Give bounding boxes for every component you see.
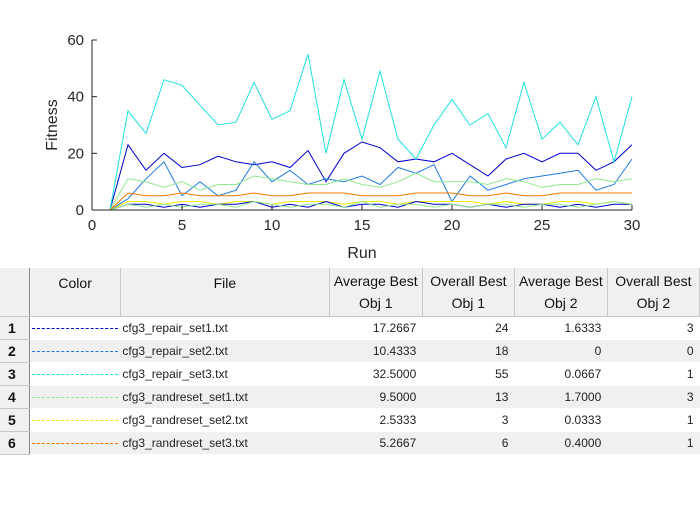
results-table-panel: Color File Average Best Obj 1 Overall Bes… bbox=[0, 268, 700, 525]
y-tick-label: 40 bbox=[67, 89, 84, 106]
avg-best-obj1-cell[interactable]: 5.2667 bbox=[329, 431, 423, 455]
table-row[interactable]: 3 cfg3_repair_set3.txt 32.5000 55 0.0667… bbox=[0, 362, 700, 386]
overall-best-obj1-cell[interactable]: 55 bbox=[422, 362, 515, 386]
line-color-swatch bbox=[32, 327, 119, 329]
overall-best-obj2-cell[interactable]: 0 bbox=[607, 339, 700, 363]
column-header-label: Average Best bbox=[518, 273, 603, 289]
avg-best-obj2-cell[interactable]: 0 bbox=[514, 339, 608, 363]
color-cell[interactable] bbox=[29, 339, 121, 363]
overall-best-obj1-cell[interactable]: 6 bbox=[422, 431, 515, 455]
overall-best-obj2-cell[interactable]: 3 bbox=[607, 316, 700, 340]
x-tick-label: 0 bbox=[88, 217, 96, 234]
line-color-swatch bbox=[32, 373, 119, 375]
overall-best-obj1-cell[interactable]: 18 bbox=[422, 339, 515, 363]
avg-best-obj2-cell[interactable]: 0.4000 bbox=[514, 431, 608, 455]
overall-best-obj2-cell[interactable]: 3 bbox=[607, 385, 700, 409]
column-header-label: Color bbox=[58, 275, 92, 291]
row-number[interactable]: 5 bbox=[0, 408, 31, 432]
y-tick-label: 20 bbox=[67, 145, 84, 162]
y-tick-label: 60 bbox=[67, 32, 84, 49]
file-cell[interactable]: cfg3_randreset_set3.txt bbox=[120, 431, 330, 455]
color-cell[interactable] bbox=[29, 316, 121, 340]
avg-best-obj2-cell[interactable]: 1.6333 bbox=[514, 316, 608, 340]
table-row[interactable]: 2 cfg3_repair_set2.txt 10.4333 18 0 0 bbox=[0, 339, 700, 363]
column-header-label: Obj 2 bbox=[544, 295, 578, 311]
column-header-label: Overall Best bbox=[615, 273, 692, 289]
series-line-6 bbox=[109, 192, 632, 211]
avg-best-obj2-cell[interactable]: 1.7000 bbox=[514, 385, 608, 409]
table-row[interactable]: 1 cfg3_repair_set1.txt 17.2667 24 1.6333… bbox=[0, 316, 700, 340]
file-cell[interactable]: cfg3_randreset_set1.txt bbox=[120, 385, 330, 409]
column-header-label: Average Best bbox=[333, 273, 418, 289]
file-cell[interactable]: cfg3_repair_set3.txt bbox=[120, 362, 330, 386]
series-line-8 bbox=[109, 200, 633, 211]
corner-cell bbox=[0, 268, 31, 317]
color-cell[interactable] bbox=[29, 408, 121, 432]
color-cell[interactable] bbox=[29, 385, 121, 409]
x-axis-label: Run bbox=[347, 245, 376, 262]
fitness-chart: 0 5 10 15 20 25 30 0 20 40 60 Run Fitness bbox=[44, 32, 640, 262]
line-color-swatch bbox=[32, 396, 119, 398]
series-line-3 bbox=[109, 54, 633, 211]
column-header-overall-best-obj1[interactable]: Overall Best Obj 1 bbox=[422, 268, 515, 317]
line-color-swatch bbox=[32, 350, 119, 352]
row-number[interactable]: 3 bbox=[0, 362, 31, 386]
avg-best-obj1-cell[interactable]: 17.2667 bbox=[329, 316, 423, 340]
row-number[interactable]: 2 bbox=[0, 339, 31, 363]
column-header-overall-best-obj2[interactable]: Overall Best Obj 2 bbox=[607, 268, 700, 317]
avg-best-obj1-cell[interactable]: 2.5333 bbox=[329, 408, 423, 432]
results-table: Color File Average Best Obj 1 Overall Bes… bbox=[0, 268, 700, 455]
x-tick-label: 20 bbox=[444, 217, 461, 234]
x-tick-label: 25 bbox=[534, 217, 551, 234]
column-header-avg-best-obj1[interactable]: Average Best Obj 1 bbox=[329, 268, 423, 317]
column-header-label: Obj 2 bbox=[636, 295, 671, 311]
row-number[interactable]: 6 bbox=[0, 431, 31, 455]
series-layer bbox=[109, 54, 633, 211]
table-row[interactable]: 4 cfg3_randreset_set1.txt 9.5000 13 1.70… bbox=[0, 385, 700, 409]
color-cell[interactable] bbox=[29, 431, 121, 455]
overall-best-obj2-cell[interactable]: 1 bbox=[607, 408, 700, 432]
table-header-row: Color File Average Best Obj 1 Overall Bes… bbox=[0, 268, 700, 317]
axes-layer: 0 5 10 15 20 25 30 0 20 40 60 bbox=[67, 32, 640, 234]
x-tick-label: 5 bbox=[178, 217, 186, 234]
line-color-swatch bbox=[32, 442, 119, 444]
column-header-label: Obj 1 bbox=[451, 295, 486, 311]
overall-best-obj1-cell[interactable]: 3 bbox=[422, 408, 515, 432]
x-tick-label: 30 bbox=[624, 217, 641, 234]
x-tick-label: 10 bbox=[264, 217, 281, 234]
avg-best-obj2-cell[interactable]: 0.0667 bbox=[514, 362, 608, 386]
series-line-1 bbox=[109, 141, 633, 211]
column-header-file[interactable]: File bbox=[120, 268, 330, 317]
y-tick-label: 0 bbox=[76, 202, 84, 219]
x-tick-label: 15 bbox=[354, 217, 371, 234]
column-header-label: Overall Best bbox=[430, 273, 507, 289]
file-cell[interactable]: cfg3_repair_set2.txt bbox=[120, 339, 330, 363]
avg-best-obj1-cell[interactable]: 9.5000 bbox=[329, 385, 423, 409]
row-number[interactable]: 1 bbox=[0, 316, 31, 340]
overall-best-obj2-cell[interactable]: 1 bbox=[607, 431, 700, 455]
column-header-label: Obj 1 bbox=[359, 295, 393, 311]
avg-best-obj1-cell[interactable]: 10.4333 bbox=[329, 339, 423, 363]
series-line-4 bbox=[109, 172, 633, 211]
file-cell[interactable]: cfg3_repair_set1.txt bbox=[120, 316, 330, 340]
row-number[interactable]: 4 bbox=[0, 385, 31, 409]
overall-best-obj1-cell[interactable]: 24 bbox=[422, 316, 515, 340]
color-cell[interactable] bbox=[29, 362, 121, 386]
file-cell[interactable]: cfg3_randreset_set2.txt bbox=[120, 408, 330, 432]
column-header-avg-best-obj2[interactable]: Average Best Obj 2 bbox=[514, 268, 608, 317]
avg-best-obj2-cell[interactable]: 0.0333 bbox=[514, 408, 608, 432]
column-header-label: File bbox=[213, 275, 237, 291]
table-row[interactable]: 5 cfg3_randreset_set2.txt 2.5333 3 0.033… bbox=[0, 408, 700, 432]
table-row[interactable]: 6 cfg3_randreset_set3.txt 5.2667 6 0.400… bbox=[0, 431, 700, 455]
overall-best-obj2-cell[interactable]: 1 bbox=[607, 362, 700, 386]
line-color-swatch bbox=[32, 419, 119, 421]
column-header-color[interactable]: Color bbox=[29, 268, 121, 317]
overall-best-obj1-cell[interactable]: 13 bbox=[422, 385, 515, 409]
series-line-2 bbox=[109, 158, 633, 211]
y-axis-label: Fitness bbox=[44, 99, 61, 151]
avg-best-obj1-cell[interactable]: 32.5000 bbox=[329, 362, 423, 386]
